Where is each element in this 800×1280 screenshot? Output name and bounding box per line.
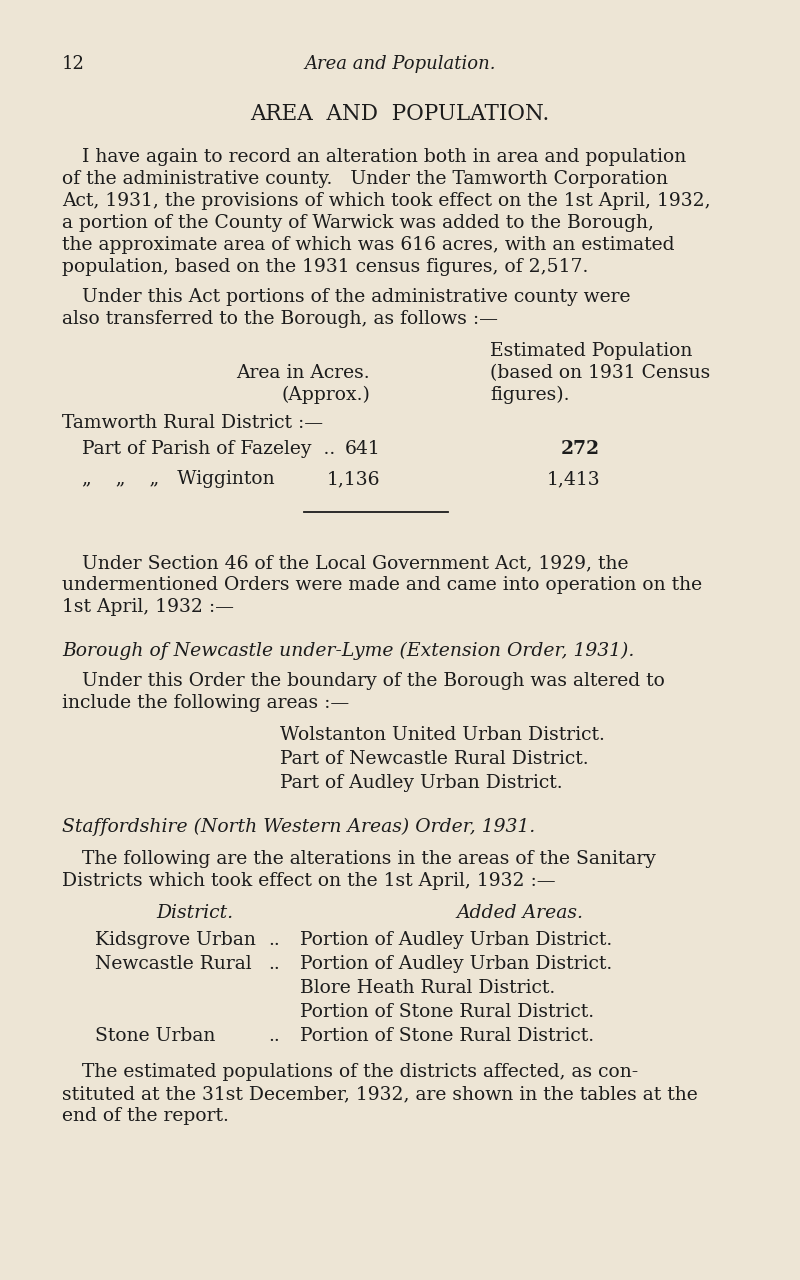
Text: Estimated Population: Estimated Population: [490, 342, 692, 360]
Text: Districts which took effect on the 1st April, 1932 :—: Districts which took effect on the 1st A…: [62, 872, 556, 890]
Text: Area and Population.: Area and Population.: [304, 55, 496, 73]
Text: Wolstanton United Urban District.: Wolstanton United Urban District.: [280, 726, 605, 744]
Text: Part of Audley Urban District.: Part of Audley Urban District.: [280, 774, 562, 792]
Text: Area in Acres.: Area in Acres.: [236, 364, 370, 381]
Text: The following are the alterations in the areas of the Sanitary: The following are the alterations in the…: [82, 850, 656, 868]
Text: I have again to record an alteration both in area and population: I have again to record an alteration bot…: [82, 148, 686, 166]
Text: undermentioned Orders were made and came into operation on the: undermentioned Orders were made and came…: [62, 576, 702, 594]
Text: Staffordshire (North Western Areas) Order, 1931.: Staffordshire (North Western Areas) Orde…: [62, 818, 535, 836]
Text: stituted at the 31st December, 1932, are shown in the tables at the: stituted at the 31st December, 1932, are…: [62, 1085, 698, 1103]
Text: Part of Parish of Fazeley  ..: Part of Parish of Fazeley ..: [82, 440, 335, 458]
Text: also transferred to the Borough, as follows :—: also transferred to the Borough, as foll…: [62, 310, 498, 328]
Text: Act, 1931, the provisions of which took effect on the 1st April, 1932,: Act, 1931, the provisions of which took …: [62, 192, 710, 210]
Text: AREA  AND  POPULATION.: AREA AND POPULATION.: [250, 102, 550, 125]
Text: figures).: figures).: [490, 387, 570, 404]
Text: end of the report.: end of the report.: [62, 1107, 229, 1125]
Text: ..: ..: [268, 1027, 280, 1044]
Text: Part of Newcastle Rural District.: Part of Newcastle Rural District.: [280, 750, 589, 768]
Text: District.: District.: [157, 904, 234, 922]
Text: the approximate area of which was 616 acres, with an estimated: the approximate area of which was 616 ac…: [62, 236, 674, 253]
Text: ..: ..: [268, 955, 280, 973]
Text: (based on 1931 Census: (based on 1931 Census: [490, 364, 710, 381]
Text: a portion of the County of Warwick was added to the Borough,: a portion of the County of Warwick was a…: [62, 214, 654, 232]
Text: (Approx.): (Approx.): [281, 387, 370, 404]
Text: Tamworth Rural District :—: Tamworth Rural District :—: [62, 413, 323, 431]
Text: 1,136: 1,136: [326, 470, 380, 488]
Text: 641: 641: [344, 440, 380, 458]
Text: „    „    „   Wigginton: „ „ „ Wigginton: [82, 470, 274, 488]
Text: Portion of Audley Urban District.: Portion of Audley Urban District.: [300, 931, 612, 948]
Text: Stone Urban: Stone Urban: [95, 1027, 215, 1044]
Text: include the following areas :—: include the following areas :—: [62, 694, 350, 712]
Text: Under Section 46 of the Local Government Act, 1929, the: Under Section 46 of the Local Government…: [82, 554, 629, 572]
Text: The estimated populations of the districts affected, as con-: The estimated populations of the distric…: [82, 1062, 638, 1082]
Text: Added Areas.: Added Areas.: [457, 904, 583, 922]
Text: population, based on the 1931 census figures, of 2,517.: population, based on the 1931 census fig…: [62, 259, 588, 276]
Text: Under this Order the boundary of the Borough was altered to: Under this Order the boundary of the Bor…: [82, 672, 665, 690]
Text: 1st April, 1932 :—: 1st April, 1932 :—: [62, 598, 234, 616]
Text: 1,413: 1,413: [546, 470, 600, 488]
Text: Under this Act portions of the administrative county were: Under this Act portions of the administr…: [82, 288, 630, 306]
Text: Portion of Stone Rural District.: Portion of Stone Rural District.: [300, 1004, 594, 1021]
Text: 12: 12: [62, 55, 85, 73]
Text: Newcastle Rural: Newcastle Rural: [95, 955, 252, 973]
Text: ..: ..: [268, 931, 280, 948]
Text: Kidsgrove Urban: Kidsgrove Urban: [95, 931, 256, 948]
Text: of the administrative county.   Under the Tamworth Corporation: of the administrative county. Under the …: [62, 170, 668, 188]
Text: Portion of Audley Urban District.: Portion of Audley Urban District.: [300, 955, 612, 973]
Text: 272: 272: [561, 440, 600, 458]
Text: Borough of Newcastle under-Lyme (Extension Order, 1931).: Borough of Newcastle under-Lyme (Extensi…: [62, 643, 634, 660]
Text: Portion of Stone Rural District.: Portion of Stone Rural District.: [300, 1027, 594, 1044]
Text: Blore Heath Rural District.: Blore Heath Rural District.: [300, 979, 555, 997]
